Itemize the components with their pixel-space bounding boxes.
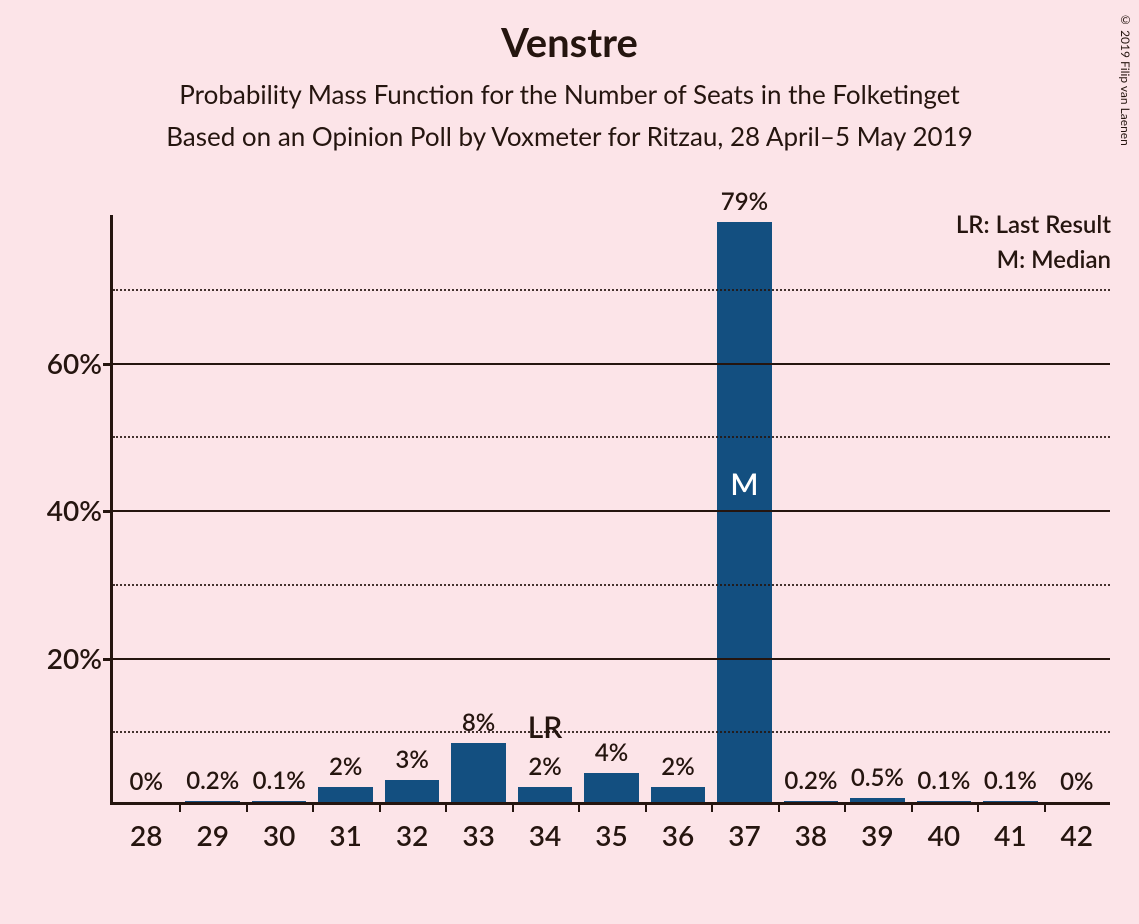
- bar: 0.2%: [784, 801, 839, 802]
- x-tick-label: 42: [1061, 818, 1093, 852]
- x-tick-label: 36: [662, 818, 694, 852]
- bars-container: 0%280.2%290.1%302%313%328%332%LR344%352%…: [113, 215, 1110, 802]
- bar: 79%M: [717, 222, 772, 802]
- bar-value-label: 79%: [721, 187, 768, 216]
- bar-slot: 0.2%38: [778, 215, 844, 802]
- bar: 0.1%: [252, 801, 307, 802]
- bar-value-label: 0.1%: [984, 766, 1037, 795]
- bar-slot: 0.1%30: [246, 215, 312, 802]
- y-tick-label: 60%: [47, 346, 102, 380]
- y-tick-mark: [103, 658, 113, 661]
- bar-slot: 0.5%39: [844, 215, 910, 802]
- gridline-major: [113, 510, 1110, 512]
- bar-value-label: 2%: [661, 752, 694, 781]
- x-tick-label: 37: [728, 818, 760, 852]
- x-tick-label: 28: [130, 818, 162, 852]
- plot-area: 0%280.2%290.1%302%313%328%332%LR344%352%…: [110, 215, 1110, 805]
- x-tick-mark: [246, 802, 248, 812]
- bar-slot: 4%35: [578, 215, 644, 802]
- y-tick-mark: [103, 510, 113, 513]
- bar-slot: 0%28: [113, 215, 179, 802]
- x-tick-label: 38: [795, 818, 827, 852]
- bar: 4%: [584, 773, 639, 802]
- last-result-annotation: LR: [528, 709, 563, 745]
- bar-value-label: 0%: [130, 767, 163, 796]
- bar-value-label: 4%: [595, 738, 628, 767]
- bar-value-label: 3%: [395, 745, 428, 774]
- bar: 0.2%: [185, 801, 240, 802]
- y-tick-label: 20%: [47, 641, 102, 675]
- x-tick-label: 32: [396, 818, 428, 852]
- bar-slot: 2%31: [312, 215, 378, 802]
- bar-slot: 2%LR34: [512, 215, 578, 802]
- bar-slot: 3%32: [379, 215, 445, 802]
- x-tick-mark: [179, 802, 181, 812]
- x-tick-mark: [1044, 802, 1046, 812]
- bar-value-label: 0.1%: [917, 766, 970, 795]
- x-tick-label: 35: [595, 818, 627, 852]
- x-tick-label: 31: [329, 818, 361, 852]
- gridline-minor: [113, 731, 1110, 733]
- bar-slot: 0.1%41: [977, 215, 1043, 802]
- x-tick-label: 30: [263, 818, 295, 852]
- bar-value-label: 0.2%: [186, 766, 239, 795]
- bar-value-label: 0.5%: [851, 763, 904, 792]
- gridline-minor: [113, 584, 1110, 586]
- gridline-major: [113, 363, 1110, 365]
- chart-subtitle-1: Probability Mass Function for the Number…: [0, 78, 1139, 110]
- x-tick-mark: [778, 802, 780, 812]
- x-tick-label: 39: [861, 818, 893, 852]
- median-annotation: M: [730, 466, 758, 502]
- bar-slot: 8%33: [445, 215, 511, 802]
- y-tick-label: 40%: [47, 493, 102, 527]
- bar-value-label: 0.1%: [253, 766, 306, 795]
- bar: 3%: [385, 780, 440, 802]
- x-tick-label: 29: [196, 818, 228, 852]
- chart-subtitle-2: Based on an Opinion Poll by Voxmeter for…: [0, 120, 1139, 152]
- x-tick-mark: [711, 802, 713, 812]
- bar: 0.1%: [917, 801, 972, 802]
- bar-slot: 0.2%29: [179, 215, 245, 802]
- bar-value-label: 2%: [329, 752, 362, 781]
- x-tick-mark: [379, 802, 381, 812]
- x-tick-mark: [512, 802, 514, 812]
- bar: 0.5%: [850, 798, 905, 802]
- gridline-minor: [113, 289, 1110, 291]
- x-tick-label: 34: [529, 818, 561, 852]
- bar-value-label: 0%: [1060, 767, 1093, 796]
- x-tick-mark: [312, 802, 314, 812]
- bar-slot: 0.1%40: [911, 215, 977, 802]
- bar: 2%LR: [518, 787, 573, 802]
- x-tick-label: 41: [994, 818, 1026, 852]
- gridline-major: [113, 658, 1110, 660]
- x-tick-mark: [578, 802, 580, 812]
- bar-slot: 2%36: [645, 215, 711, 802]
- bar-value-label: 2%: [528, 752, 561, 781]
- bar-slot: 0%42: [1044, 215, 1110, 802]
- copyright-text: © 2019 Filip van Laenen: [1118, 12, 1133, 146]
- bar-value-label: 0.2%: [784, 766, 837, 795]
- y-tick-mark: [103, 363, 113, 366]
- bar: 2%: [318, 787, 373, 802]
- x-tick-mark: [445, 802, 447, 812]
- bar: 8%: [451, 743, 506, 802]
- x-tick-label: 40: [928, 818, 960, 852]
- x-tick-mark: [977, 802, 979, 812]
- x-tick-mark: [911, 802, 913, 812]
- bar: 2%: [651, 787, 706, 802]
- x-tick-mark: [844, 802, 846, 812]
- chart-title: Venstre: [0, 18, 1139, 66]
- bar-slot: 79%M37: [711, 215, 777, 802]
- bar: 0.1%: [983, 801, 1038, 802]
- x-tick-mark: [645, 802, 647, 812]
- gridline-minor: [113, 436, 1110, 438]
- x-tick-label: 33: [462, 818, 494, 852]
